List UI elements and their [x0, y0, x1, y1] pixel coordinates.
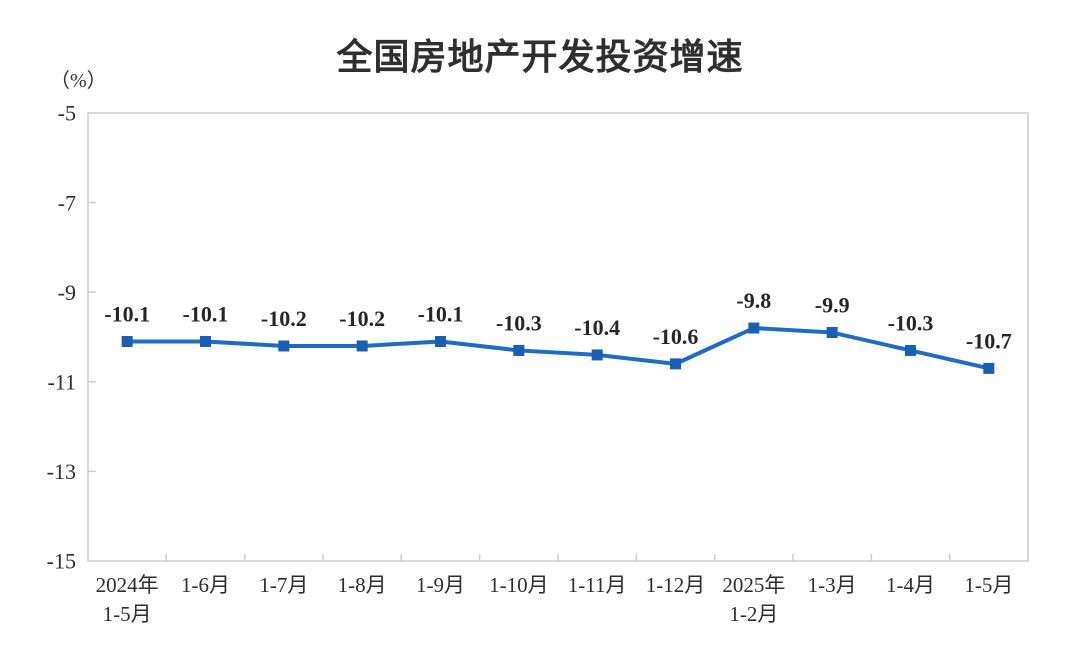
y-axis-tick-label: -13	[47, 459, 76, 484]
y-axis-tick-label: -15	[47, 549, 76, 574]
data-point-label: -10.3	[888, 310, 934, 335]
data-point-marker	[200, 335, 211, 347]
series-line	[127, 326, 990, 371]
y-axis-tick-label: -11	[47, 370, 76, 395]
x-axis-category-label: 1-4月	[886, 573, 935, 597]
data-point-label: -10.2	[261, 306, 307, 331]
data-point-marker	[356, 340, 368, 352]
data-point-label: -10.1	[418, 301, 464, 326]
data-point-label: -9.9	[815, 293, 850, 318]
data-point-label: -10.1	[183, 301, 229, 326]
plot-area-border	[87, 112, 1029, 562]
data-point-label: -10.7	[966, 328, 1012, 353]
data-point-marker	[435, 335, 446, 347]
data-point-label: -10.1	[104, 301, 150, 326]
data-point-label: -10.3	[496, 310, 542, 335]
data-point-marker	[591, 349, 603, 361]
data-point-label: -10.2	[339, 306, 385, 331]
data-point-marker	[983, 362, 995, 374]
data-point-label: -9.8	[736, 288, 771, 313]
data-point-marker	[826, 327, 838, 339]
data-point-marker	[905, 344, 916, 356]
x-axis-category-label: 1-9月	[416, 573, 465, 597]
data-point-marker	[513, 344, 525, 356]
x-axis-category-label: 1-6月	[181, 573, 230, 597]
x-axis-category-label: 1-12月	[646, 573, 706, 597]
data-point-label: -10.6	[653, 324, 699, 349]
data-point-marker	[278, 340, 290, 352]
x-axis-category-label: 2024年 1-5月	[96, 573, 159, 626]
y-axis-tick-label: -9	[58, 280, 76, 305]
x-axis-category-label: 2025年 1-2月	[722, 573, 785, 626]
x-axis-category-label: 1-7月	[259, 573, 308, 597]
data-point-marker	[121, 335, 133, 347]
data-point-label: -10.4	[574, 315, 620, 340]
y-axis-tick-label: -5	[58, 101, 76, 126]
y-axis-tick-label: -7	[58, 190, 76, 215]
data-point-marker	[670, 358, 681, 370]
x-axis-category-label: 1-8月	[338, 573, 387, 597]
x-axis-category-label: 1-10月	[489, 573, 549, 597]
x-axis-category-label: 1-3月	[808, 573, 857, 597]
data-point-marker	[748, 322, 760, 334]
chart-title: 全国房地产开发投资增速	[336, 36, 744, 77]
x-axis-category-label: 1-5月	[964, 573, 1013, 597]
x-axis-category-label: 1-11月	[568, 573, 627, 597]
y-axis-unit-label: （%）	[50, 70, 107, 92]
